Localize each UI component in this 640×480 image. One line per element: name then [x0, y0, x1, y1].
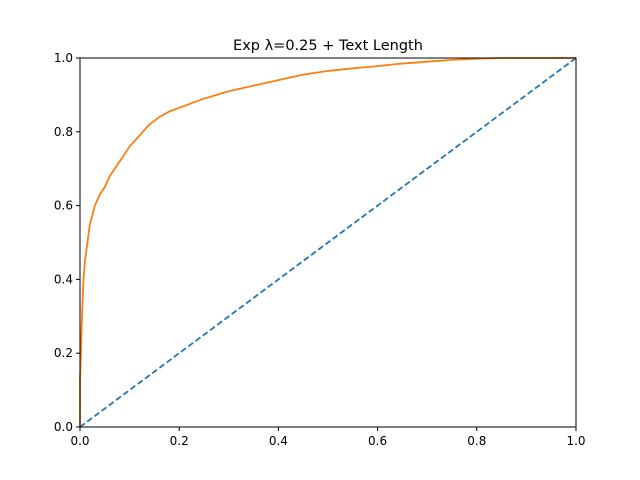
roc-curve-line [79, 57, 576, 427]
x-tick-label: 0.8 [467, 434, 486, 448]
chart-title: Exp λ=0.25 + Text Length [233, 38, 423, 54]
x-tick-label: 0.2 [170, 434, 189, 448]
y-tick-label: 0.4 [54, 272, 73, 286]
x-tick-label: 0.6 [368, 434, 387, 448]
axes-frame [79, 57, 577, 428]
y-tick-label: 0.2 [54, 346, 73, 360]
y-tick-label: 1.0 [54, 51, 73, 65]
y-tick-label: 0.8 [54, 125, 73, 139]
x-tick-label: 1.0 [566, 434, 585, 448]
y-tick-label: 0.6 [54, 199, 73, 213]
x-tick-label: 0.4 [269, 434, 288, 448]
x-tick-label: 0.0 [70, 434, 89, 448]
x-axis: 0.0 0.2 0.4 0.6 0.8 1.0 [70, 427, 586, 448]
y-axis: 0.0 0.2 0.4 0.6 0.8 1.0 [54, 51, 80, 434]
plot-area [79, 57, 577, 428]
chance-diagonal-line [79, 57, 577, 428]
y-tick-label: 0.0 [54, 420, 73, 434]
